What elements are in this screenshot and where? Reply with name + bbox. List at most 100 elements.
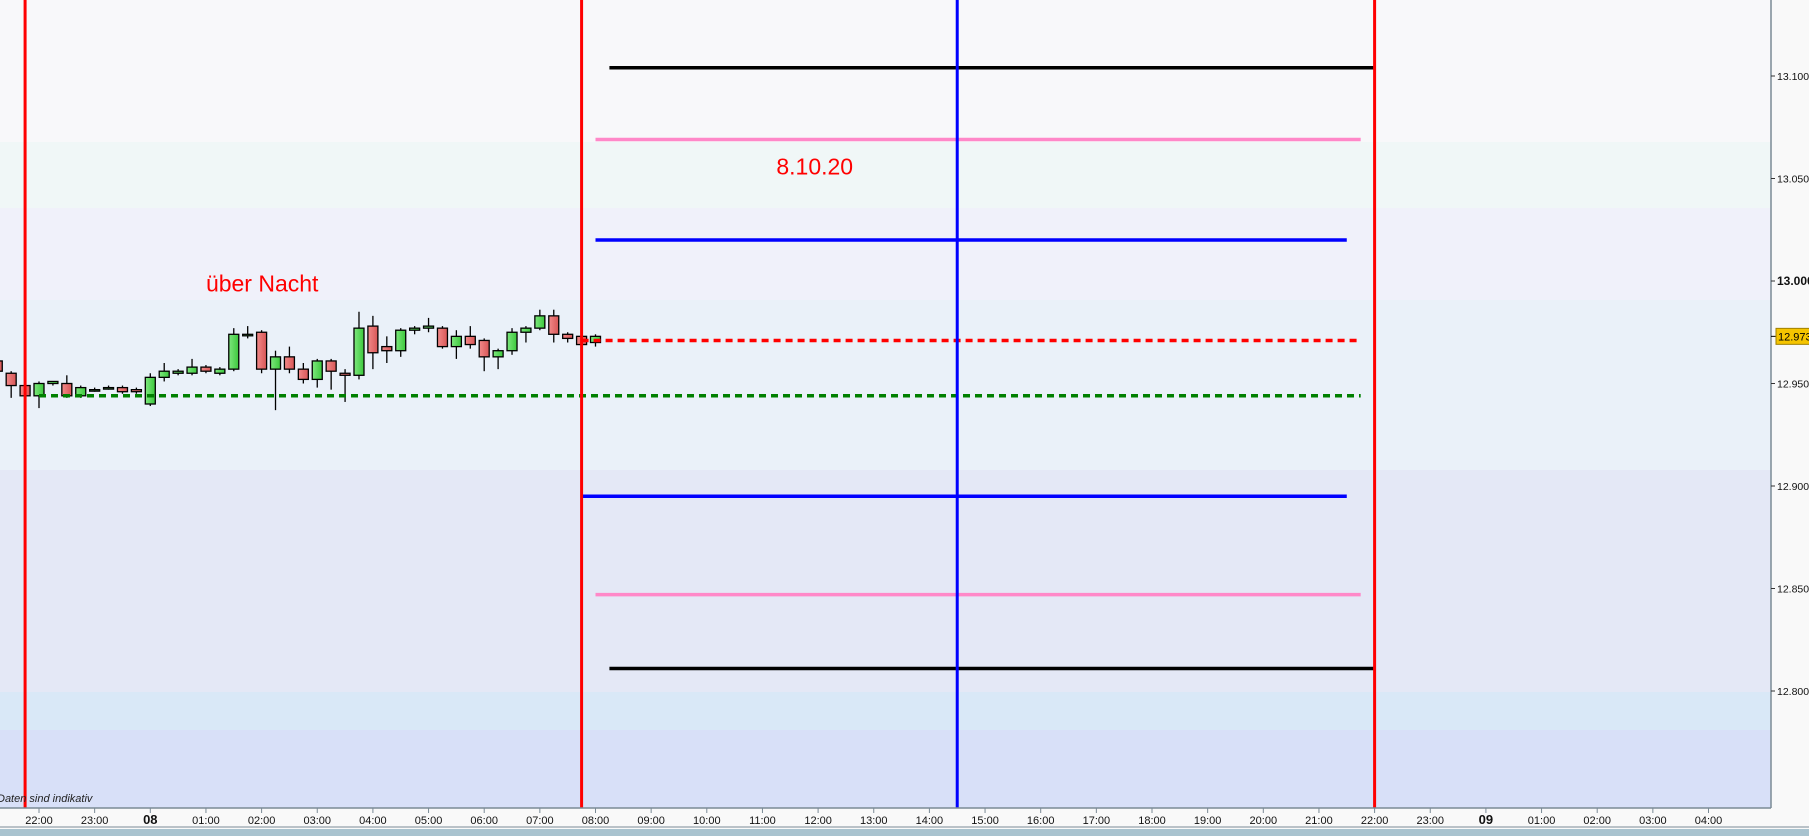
y-tick-label: 12.950 bbox=[1777, 379, 1809, 391]
candle bbox=[534, 309, 546, 331]
x-tick-label: 01:00 bbox=[192, 815, 220, 827]
y-tick-label: 13.050 bbox=[1777, 174, 1809, 186]
x-tick-label: 22:00 bbox=[1361, 815, 1389, 827]
candle-body-up bbox=[534, 315, 546, 329]
candle bbox=[200, 365, 212, 374]
x-tick-label: 23:00 bbox=[1416, 815, 1444, 827]
candle bbox=[422, 317, 435, 333]
candle bbox=[5, 371, 17, 398]
candle-body-up bbox=[450, 335, 463, 348]
candle bbox=[214, 367, 226, 376]
candle bbox=[269, 350, 282, 411]
y-tick-label: 12.850 bbox=[1777, 584, 1809, 596]
data-indicative-note: Daten sind indikativ bbox=[0, 793, 93, 805]
candle bbox=[283, 346, 296, 374]
x-tick-label: 18:00 bbox=[1138, 815, 1166, 827]
candle bbox=[464, 326, 476, 349]
candle bbox=[102, 385, 115, 390]
x-tick-label: 16:00 bbox=[1027, 815, 1055, 827]
x-tick-label: 02:00 bbox=[1583, 815, 1611, 827]
x-tick-label: 17:00 bbox=[1083, 815, 1111, 827]
price-value: 12.973, bbox=[1778, 331, 1809, 343]
candle-body-down bbox=[436, 327, 449, 348]
background-bands bbox=[0, 300, 1771, 808]
candle bbox=[450, 330, 463, 359]
candle bbox=[520, 326, 532, 343]
candle bbox=[436, 326, 449, 349]
x-tick-label: 12:00 bbox=[804, 815, 832, 827]
x-tick-label: 05:00 bbox=[415, 815, 443, 827]
candle-body-up bbox=[506, 331, 518, 352]
candle-body-up bbox=[228, 333, 240, 370]
x-tick-label: 14:00 bbox=[916, 815, 944, 827]
candle-body-up bbox=[395, 329, 407, 352]
x-tick-label: 23:00 bbox=[81, 815, 109, 827]
x-tick-label: 01:00 bbox=[1528, 815, 1556, 827]
candle bbox=[242, 326, 254, 339]
candle-body-down bbox=[381, 345, 393, 352]
candle-body-up bbox=[144, 376, 156, 405]
x-tick-label: 07:00 bbox=[526, 815, 554, 827]
x-tick-label: 09:00 bbox=[637, 815, 665, 827]
x-tick-label: 10:00 bbox=[693, 815, 721, 827]
candle-body-down bbox=[200, 366, 212, 372]
candle-body-up bbox=[269, 356, 282, 370]
y-tick-label: 13.100 bbox=[1777, 71, 1809, 83]
candle bbox=[408, 326, 421, 335]
candle-body-up bbox=[172, 370, 184, 374]
candle-body-up bbox=[33, 382, 45, 397]
x-tick-label: 13:00 bbox=[860, 815, 888, 827]
y-tick-label: 12.900 bbox=[1777, 481, 1809, 493]
x-tick-label: 08 bbox=[143, 812, 157, 827]
candle bbox=[255, 330, 268, 374]
candle-body-up bbox=[214, 368, 226, 374]
x-tick-label: 20:00 bbox=[1250, 815, 1278, 827]
y-tick-label: 13.000 bbox=[1777, 274, 1809, 288]
candle bbox=[47, 380, 59, 386]
candle bbox=[548, 309, 560, 343]
candle-body-down bbox=[283, 356, 296, 370]
x-tick-label: 11:00 bbox=[749, 815, 776, 827]
annotations: über Nacht 8.10.20 bbox=[206, 153, 853, 296]
x-axis-ticks: 22:00 23:00 08 01:00 02:00 03:00 04:00 05:00 06:… bbox=[25, 808, 1722, 827]
candle-body-up bbox=[353, 327, 365, 376]
candle bbox=[492, 348, 504, 370]
candle-body-up bbox=[422, 325, 435, 329]
x-tick-label: 02:00 bbox=[248, 815, 276, 827]
x-tick-label: 08:00 bbox=[582, 815, 610, 827]
candle bbox=[89, 387, 101, 392]
candle-body-down bbox=[339, 372, 351, 376]
x-tick-label: 21:00 bbox=[1305, 815, 1333, 827]
candle-body-up bbox=[408, 327, 421, 331]
candle bbox=[116, 385, 129, 394]
x-tick-label: 03:00 bbox=[1639, 815, 1667, 827]
candle bbox=[0, 360, 3, 372]
candle-body-down bbox=[478, 339, 490, 358]
candle-body-down bbox=[5, 372, 17, 387]
candle bbox=[144, 373, 156, 407]
y-axis-ticks: 13.100 13.050 13.000 12.950 12.900 12.850 12.8… bbox=[1771, 71, 1809, 698]
candle bbox=[506, 328, 518, 355]
horizontal-lines bbox=[39, 66, 1375, 671]
price-box bbox=[1775, 327, 1809, 345]
candle bbox=[367, 315, 379, 370]
bottom-scrollbar-strip[interactable] bbox=[0, 829, 1809, 836]
candle bbox=[186, 358, 198, 376]
vertical-lines bbox=[23, 0, 1377, 808]
y-tick-label: 12.800 bbox=[1777, 686, 1809, 698]
candle bbox=[562, 332, 574, 343]
candle-body-up bbox=[158, 370, 170, 379]
candle-body-down bbox=[297, 368, 309, 381]
x-tick-label: 06:00 bbox=[470, 815, 498, 827]
candle-body-up bbox=[492, 350, 504, 358]
candle-body-up bbox=[186, 366, 198, 374]
x-tick-label: 15:00 bbox=[971, 815, 999, 827]
annotation-text: 8.10.20 bbox=[776, 153, 853, 179]
candle-body-down bbox=[464, 335, 476, 346]
candle bbox=[158, 363, 170, 382]
candle-body-up bbox=[311, 360, 323, 381]
candles bbox=[0, 309, 602, 411]
current-price-label: 12.973, bbox=[1771, 327, 1809, 345]
